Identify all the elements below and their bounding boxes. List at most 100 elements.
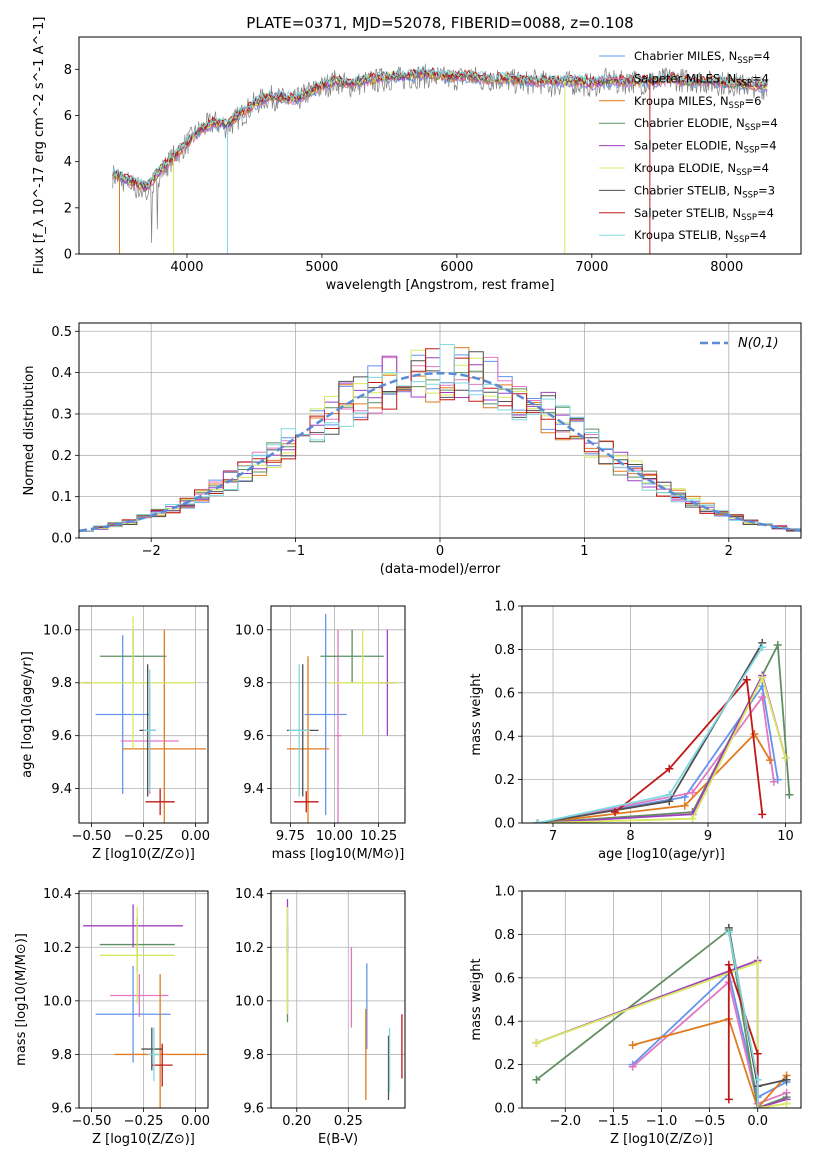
mass-weight-line [537, 732, 771, 823]
plot-frame [521, 605, 802, 824]
errorbar-point [143, 669, 156, 792]
y-axis-label: age [log10(age/yr)] [20, 651, 35, 778]
mass-weight-marker [532, 1075, 541, 1084]
y-tick-label: 0.2 [494, 1058, 515, 1073]
y-tick-label: 9.8 [243, 676, 264, 691]
y-tick-label: 9.6 [51, 729, 72, 744]
x-tick-label: −0.50 [72, 1114, 112, 1129]
errorbar-point [286, 656, 330, 823]
y-tick-label: 0.3 [51, 407, 72, 422]
y-axis-label: mass weight [469, 673, 484, 755]
mass-weight-marker [753, 958, 762, 967]
x-axis-label: (data-model)/error [380, 562, 501, 577]
legend-label: N(0,1) [738, 336, 779, 351]
mass-weight-marker [758, 810, 767, 819]
x-axis-label: Z [log10(Z/Z⊙)] [610, 1132, 713, 1147]
mass-weight-marker [628, 1062, 637, 1071]
plot-frame [521, 890, 802, 1109]
y-tick-label: 6 [64, 109, 72, 124]
y-tick-label: 10.0 [235, 623, 264, 638]
y-tick-label: 0.1 [51, 490, 72, 505]
mass-weight-marker [753, 1104, 762, 1108]
mass-weight-line [632, 1017, 788, 1108]
mass-weight-marker [753, 1075, 762, 1084]
mass-weight-line [537, 675, 787, 823]
x-tick-label: −0.50 [72, 829, 112, 844]
x-tick-label: 0.20 [282, 1114, 311, 1129]
errorbar-point [320, 629, 384, 683]
y-tick-label: 9.4 [243, 782, 264, 797]
mass-weight-marker [665, 764, 674, 773]
mass-weight-marker [533, 819, 542, 823]
y-axis-label: Normed distribution [22, 366, 37, 496]
x-tick-label: −0.25 [124, 829, 164, 844]
y-tick-label: 0.2 [494, 773, 515, 788]
y-tick-label: 10.0 [43, 623, 72, 638]
errorbar-point [79, 616, 196, 749]
mass-weight-marker [769, 777, 778, 786]
x-tick-label: 2 [725, 544, 733, 559]
errorbar-point [304, 613, 347, 816]
y-tick-label: 2 [64, 201, 72, 216]
x-tick-label: 0.0 [747, 1114, 768, 1129]
x-tick-label: 10 [777, 829, 794, 844]
y-tick-label: 0.8 [494, 928, 515, 943]
x-tick-label: −1.0 [646, 1114, 678, 1129]
x-tick-label: 8 [626, 829, 634, 844]
y-tick-label: 0.8 [494, 643, 515, 658]
x-tick-label: 10.25 [360, 829, 397, 844]
x-tick-label: −1.5 [598, 1114, 630, 1129]
plot-frame [270, 890, 406, 1109]
y-tick-label: 10.0 [43, 994, 72, 1009]
mass-weight-vs-metallicity-chart: −2.0 −1.5 −1.0 −0.5 0.0 0.0 0.2 0.4 0.6 0.8 1.0 Z [… [469, 885, 802, 1147]
y-tick-label: 9.8 [51, 676, 72, 691]
x-tick-label: −1 [286, 544, 305, 559]
mass-vs-metallicity-chart: −0.50 −0.25 0.00 9.6 9.8 10.0 10.2 10.4 Z [log10… [14, 887, 210, 1147]
mass-weight-marker [611, 808, 619, 817]
legend-label: Salpeter STELIB, NSSP=4 [634, 206, 774, 223]
y-axis-label: mass weight [469, 958, 484, 1040]
mass-weight-marker [781, 753, 790, 762]
x-tick-label: 4000 [170, 260, 203, 275]
figure-title: PLATE=0371, MJD=52078, FIBERID=0088, z=0… [246, 14, 633, 32]
x-tick-label: 5000 [305, 260, 338, 275]
errorbar-point [99, 907, 175, 1004]
x-tick-label: 8000 [710, 260, 743, 275]
y-tick-label: 10.4 [235, 887, 264, 902]
errorbar-point [95, 635, 150, 794]
mass-weight-marker [532, 1038, 541, 1047]
mass-weight-marker [665, 790, 674, 799]
mass-weight-marker [680, 801, 689, 810]
x-tick-label: −2 [142, 544, 161, 559]
x-tick-label: 0.00 [181, 1114, 210, 1129]
x-tick-label: 7000 [575, 260, 608, 275]
y-tick-label: 0.5 [51, 325, 72, 340]
y-tick-label: 4 [64, 155, 72, 170]
y-axis-label: Flux [f_λ 10^-17 erg cm^-2 s^-1 A^-1] [32, 17, 47, 275]
mass-weight-marker [750, 730, 759, 739]
plot-frame [78, 322, 802, 539]
y-tick-label: 0.0 [494, 817, 515, 832]
residuals-chart: −2 −1 0 1 2 0.0 0.1 0.2 0.3 0.4 0.5 (data-model)/er… [22, 322, 802, 577]
errorbar-point [95, 966, 171, 1063]
y-tick-label: 1.0 [494, 885, 515, 900]
x-axis-label: Z [log10(Z/Z⊙)] [92, 847, 195, 862]
mass-weight-marker [785, 790, 794, 799]
mass-weight-marker [753, 1049, 762, 1058]
y-tick-label: 10.0 [235, 994, 264, 1009]
x-tick-label: 9.75 [276, 829, 305, 844]
legend-label: Kroupa MILES, NSSP=6 [634, 94, 761, 111]
mass-weight-marker [782, 1075, 791, 1084]
x-tick-label: 9 [704, 829, 712, 844]
plot-frame [78, 890, 209, 1109]
x-tick-label: 0.00 [181, 829, 210, 844]
legend-label: Chabrier ELODIE, NSSP=4 [634, 116, 778, 133]
errorbar-point [327, 629, 398, 736]
x-tick-label: −0.5 [694, 1114, 726, 1129]
errorbar-point [151, 1043, 173, 1087]
y-tick-label: 0.0 [51, 532, 72, 547]
mass-weight-marker [758, 693, 767, 702]
mass-weight-marker [688, 814, 697, 823]
age-vs-mass-chart: 9.75 10.00 10.25 9.4 9.6 9.8 10.0 mass [log10(M… [235, 605, 406, 862]
x-tick-label: 7 [549, 829, 557, 844]
